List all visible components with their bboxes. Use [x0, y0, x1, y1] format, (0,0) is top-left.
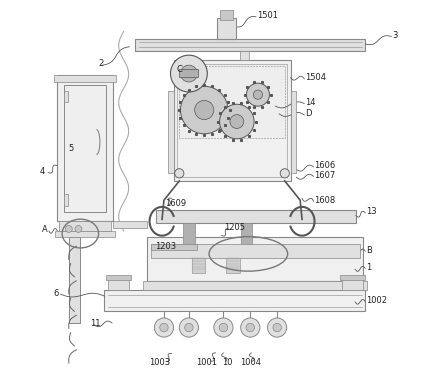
Text: 1: 1 [366, 263, 372, 272]
Bar [291, 91, 296, 173]
Text: 1001: 1001 [196, 358, 218, 367]
Text: 3: 3 [392, 31, 397, 40]
Text: 2: 2 [98, 60, 103, 69]
Bar [226, 258, 240, 273]
Circle shape [154, 318, 174, 337]
Text: A: A [43, 225, 48, 234]
Bar [240, 50, 249, 60]
Bar [64, 85, 106, 212]
Bar [59, 221, 111, 231]
Circle shape [179, 318, 198, 337]
Bar [168, 91, 174, 173]
Text: 1004: 1004 [240, 358, 261, 367]
Text: D: D [305, 109, 311, 118]
Text: 1205: 1205 [225, 223, 245, 232]
Bar [106, 275, 132, 280]
Bar [174, 60, 291, 181]
Circle shape [246, 83, 269, 106]
Bar [54, 75, 116, 82]
Text: 10: 10 [222, 358, 233, 367]
Text: 6: 6 [54, 288, 59, 298]
Text: 1609: 1609 [165, 199, 186, 208]
Circle shape [246, 323, 254, 332]
Circle shape [75, 226, 82, 233]
Text: 1504: 1504 [305, 73, 326, 82]
Circle shape [220, 104, 254, 139]
Bar [109, 279, 129, 290]
Circle shape [268, 318, 287, 337]
Text: 13: 13 [366, 207, 377, 216]
Circle shape [171, 55, 207, 92]
Text: 1608: 1608 [315, 196, 336, 205]
Text: 1606: 1606 [315, 161, 336, 170]
Bar [55, 231, 115, 237]
Bar [342, 279, 363, 290]
Circle shape [253, 90, 263, 99]
Circle shape [175, 169, 184, 178]
Text: 11: 11 [90, 319, 101, 328]
Bar [241, 223, 252, 248]
Bar [113, 221, 147, 228]
Bar [340, 275, 365, 280]
Circle shape [280, 169, 289, 178]
Text: 4: 4 [39, 167, 45, 176]
Text: B: B [366, 246, 373, 254]
Bar [135, 39, 365, 50]
Text: 14: 14 [305, 98, 315, 107]
Circle shape [219, 323, 228, 332]
Bar [64, 91, 68, 102]
Circle shape [66, 226, 72, 233]
Bar [183, 223, 194, 248]
Circle shape [160, 323, 168, 332]
Text: 5: 5 [68, 144, 73, 153]
Circle shape [230, 115, 244, 129]
Bar [179, 66, 285, 139]
Bar [151, 244, 360, 258]
Circle shape [214, 318, 233, 337]
Text: 1002: 1002 [366, 296, 388, 305]
Circle shape [180, 65, 197, 82]
Bar [143, 281, 367, 290]
Bar [147, 237, 363, 281]
Circle shape [241, 318, 260, 337]
Bar [220, 10, 233, 20]
Circle shape [194, 100, 214, 120]
Bar [105, 290, 365, 311]
Text: 1003: 1003 [149, 358, 170, 367]
Circle shape [180, 86, 228, 134]
Text: 1501: 1501 [257, 11, 278, 20]
Circle shape [185, 323, 193, 332]
Circle shape [273, 323, 281, 332]
Text: 1203: 1203 [155, 243, 176, 251]
Text: C: C [176, 65, 182, 74]
Bar [191, 258, 206, 273]
Bar [151, 244, 197, 250]
Bar [64, 194, 68, 206]
Bar [177, 64, 287, 177]
Text: 1607: 1607 [315, 171, 336, 180]
Bar [69, 237, 80, 323]
Bar [156, 210, 356, 223]
Bar [217, 18, 236, 39]
Bar [57, 75, 113, 221]
Bar [179, 69, 198, 77]
